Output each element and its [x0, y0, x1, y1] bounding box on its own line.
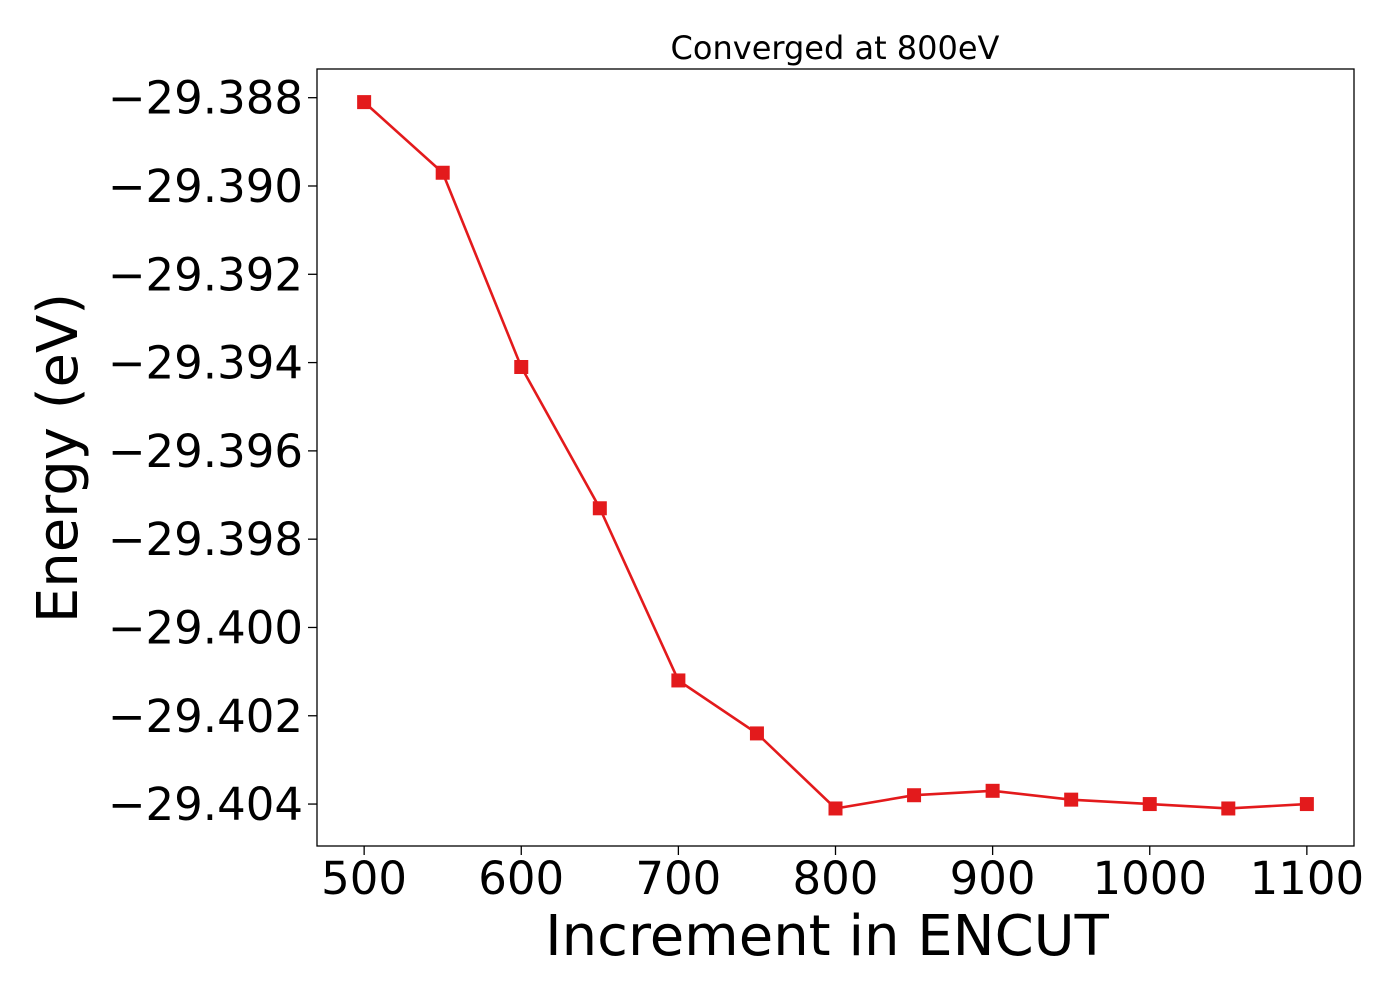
- data-point-marker: [985, 783, 1000, 798]
- x-tick-label: 700: [635, 852, 721, 905]
- y-tick-label: −29.394: [108, 337, 303, 390]
- y-tick-label: −29.392: [108, 248, 303, 301]
- y-tick-label: −29.390: [108, 160, 303, 213]
- x-tick-label: 600: [478, 852, 564, 905]
- data-point-marker: [1142, 797, 1157, 812]
- x-axis-ticks: 500 600 700 800 900 1000 1100: [321, 846, 1364, 905]
- y-tick-label: −29.398: [108, 513, 303, 566]
- data-point-marker: [671, 673, 686, 688]
- x-tick-label: 1100: [1250, 852, 1365, 905]
- x-tick-label: 500: [321, 852, 407, 905]
- y-axis-label: Energy (eV): [26, 293, 91, 623]
- chart-title: Converged at 800eV: [671, 29, 1000, 67]
- data-series-layer: [357, 95, 1314, 816]
- data-point-marker: [1221, 801, 1236, 816]
- y-tick-label: −29.402: [108, 690, 303, 743]
- data-point-marker: [907, 788, 922, 803]
- data-point-marker: [749, 726, 764, 741]
- y-axis-ticks: −29.388 −29.390 −29.392 −29.394 −29.396 −29.3…: [108, 72, 317, 831]
- data-point-marker: [435, 165, 450, 180]
- plot-area: [316, 68, 1355, 847]
- x-tick-label: 900: [950, 852, 1036, 905]
- x-tick-label: 800: [793, 852, 879, 905]
- data-point-marker: [1299, 797, 1314, 812]
- data-point-marker: [592, 501, 607, 516]
- y-tick-label: −29.400: [108, 601, 303, 654]
- y-tick-label: −29.388: [108, 72, 303, 125]
- data-point-marker: [357, 95, 372, 110]
- y-tick-label: −29.404: [108, 778, 303, 831]
- x-axis-label: Increment in ENCUT: [545, 904, 1110, 969]
- data-point-marker: [1064, 792, 1079, 807]
- data-point-marker: [514, 359, 529, 374]
- x-tick-label: 1000: [1092, 852, 1207, 905]
- y-tick-label: −29.396: [108, 425, 303, 478]
- data-point-marker: [828, 801, 843, 816]
